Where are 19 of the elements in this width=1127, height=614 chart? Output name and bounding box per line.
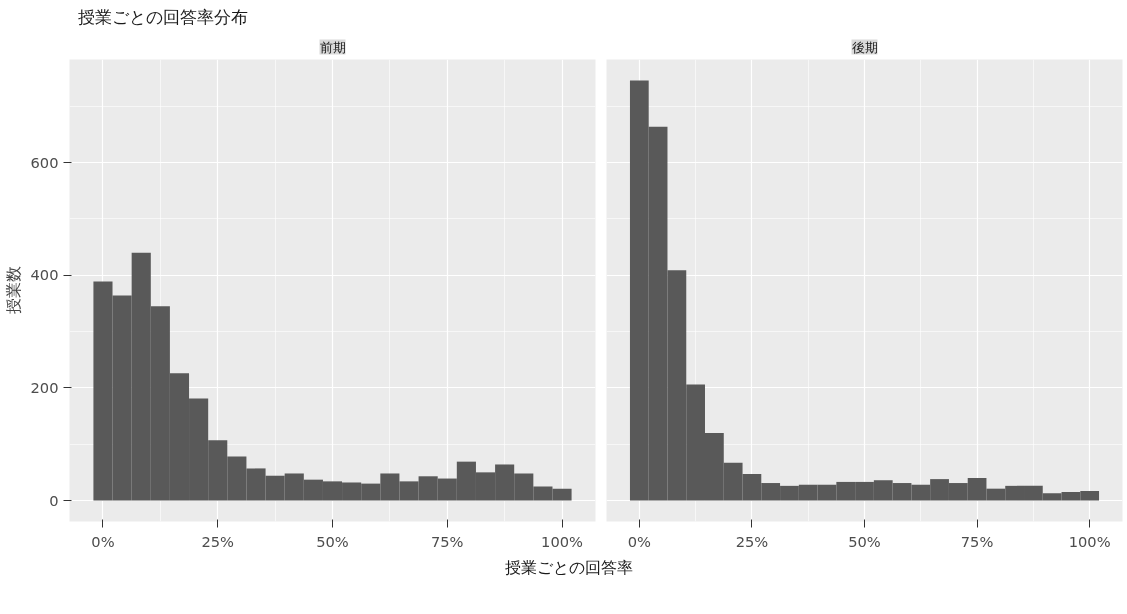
chart-title: 前期 bbox=[319, 39, 346, 55]
chart-title: 後期 bbox=[851, 39, 878, 55]
chart-subtitle: 授業ごとの回答率分布 bbox=[78, 6, 248, 29]
y-tick-label: 400 bbox=[30, 266, 59, 284]
x-axis-title: 授業ごとの回答率 bbox=[504, 557, 633, 579]
x-tick-label: 75% bbox=[960, 532, 994, 550]
y-axis-title: 授業数 bbox=[3, 266, 23, 315]
x-tick-label: 25% bbox=[201, 532, 235, 550]
x-tick-label: 100% bbox=[1068, 532, 1111, 550]
y-tick-label: 600 bbox=[30, 153, 59, 171]
x-tick-label: 0% bbox=[91, 532, 115, 550]
x-tick-label: 0% bbox=[627, 532, 652, 550]
x-tick-label: 75% bbox=[430, 532, 464, 550]
x-tick-label: 50% bbox=[848, 532, 881, 550]
x-tick-label: 25% bbox=[735, 532, 769, 550]
x-tick-label: 50% bbox=[316, 532, 349, 550]
y-tick-label: 200 bbox=[30, 378, 59, 396]
y-tick-label: 0 bbox=[49, 491, 59, 509]
x-tick-label: 100% bbox=[541, 532, 584, 550]
